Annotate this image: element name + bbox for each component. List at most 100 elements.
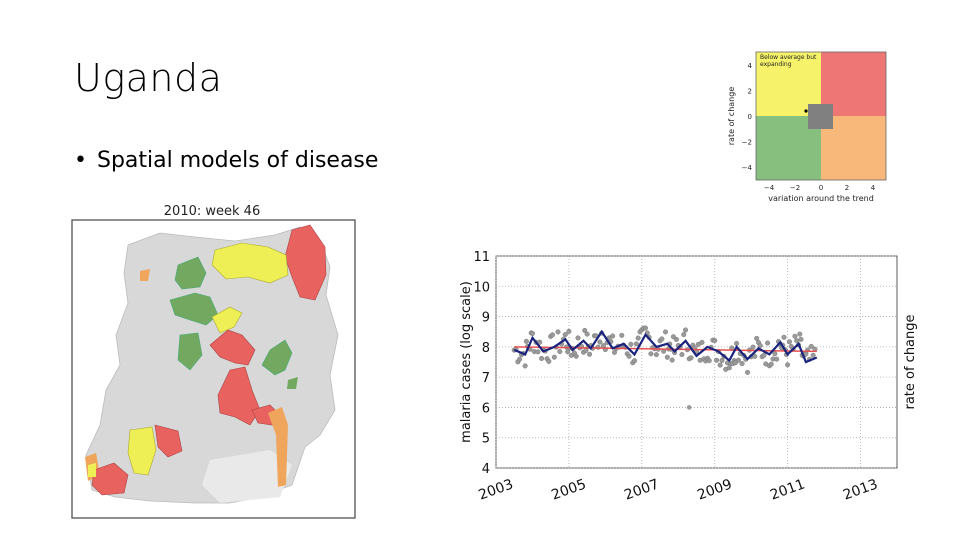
district-yellow-c xyxy=(211,306,243,334)
data-point xyxy=(584,331,590,337)
data-point xyxy=(808,343,814,349)
data-point xyxy=(765,340,771,346)
data-point xyxy=(653,352,659,358)
district-red-ne xyxy=(284,224,327,301)
y-tick-label: 7 xyxy=(482,371,490,386)
quadrant-marker xyxy=(808,104,833,129)
data-point xyxy=(754,335,760,341)
data-point xyxy=(628,341,634,347)
quadrant-frame xyxy=(755,51,887,181)
data-point xyxy=(610,333,616,339)
district-green-nw xyxy=(174,256,207,290)
data-point xyxy=(565,349,571,355)
trend-line xyxy=(514,346,817,353)
quadrant-xtick: 2 xyxy=(845,184,849,192)
district-red-c xyxy=(209,329,256,366)
data-point xyxy=(785,362,791,368)
data-point xyxy=(719,357,725,363)
data-point xyxy=(619,332,625,338)
y-tick-label: 10 xyxy=(473,280,490,295)
data-point xyxy=(768,361,774,367)
data-point xyxy=(555,329,561,335)
district-green-w xyxy=(169,292,219,326)
data-point xyxy=(717,362,723,368)
district-yellow-n xyxy=(211,242,289,284)
data-point xyxy=(551,354,557,360)
quadrant-label: Below average but expanding xyxy=(760,54,817,68)
plot-area xyxy=(495,255,898,469)
data-point xyxy=(522,363,528,369)
data-point xyxy=(582,327,588,333)
y-tick-label: 11 xyxy=(473,250,490,265)
data-point xyxy=(517,356,523,362)
data-point xyxy=(648,351,654,357)
quadrant-ytick: 0 xyxy=(748,113,752,121)
district-red-far-sw xyxy=(91,462,129,496)
data-point xyxy=(706,358,712,364)
data-point xyxy=(632,358,638,364)
y-tick-label: 5 xyxy=(482,432,490,447)
data-point xyxy=(752,353,758,359)
district-red-s xyxy=(217,366,261,426)
bullet-dot: • xyxy=(74,148,87,173)
district-orange-se xyxy=(268,407,288,487)
data-point xyxy=(523,338,529,344)
data-point xyxy=(712,338,718,344)
quadrant-ytick: 4 xyxy=(748,62,753,70)
data-point xyxy=(774,356,780,362)
district-green-e xyxy=(261,339,293,376)
quadrant-panel: Below average but expanding 4 2 0 −2 −4 −4 −2… xyxy=(722,44,900,206)
map-title: 2010: week 46 xyxy=(164,204,260,219)
uganda-map-panel: 2010: week 46 xyxy=(30,185,395,535)
data-point xyxy=(810,352,816,358)
district-red-sw xyxy=(154,424,183,458)
data-point xyxy=(681,332,687,338)
quadrant-ytick: −4 xyxy=(742,164,753,172)
lake-victoria xyxy=(202,450,292,503)
uganda-map: 2010: week 46 xyxy=(71,204,356,519)
quadrant-chart: Below average but expanding 4 2 0 −2 −4 −4 −2… xyxy=(727,51,887,203)
district-green-c xyxy=(177,332,203,371)
data-point xyxy=(626,353,632,359)
y-tick-label: 6 xyxy=(482,401,490,416)
quadrant-xlabel: variation around the trend xyxy=(768,194,874,203)
data-point xyxy=(686,405,692,410)
data-point xyxy=(537,339,543,345)
bullet-item: • Spatial models of disease xyxy=(74,148,378,173)
data-point xyxy=(635,335,641,341)
y-tick-label: 4 xyxy=(482,462,490,477)
data-point xyxy=(663,329,669,335)
district-green-small xyxy=(287,377,298,389)
quadrant-ylabel: rate of change xyxy=(727,87,736,146)
quadrant-xtick: 4 xyxy=(871,184,876,192)
quadrant-ytick: 2 xyxy=(748,87,752,95)
data-point xyxy=(633,341,639,347)
data-point xyxy=(669,357,675,363)
district-yellow-sw xyxy=(127,426,157,476)
data-point xyxy=(699,339,705,345)
slide-title: Uganda xyxy=(74,56,223,100)
data-point xyxy=(781,334,787,340)
data-point xyxy=(794,338,800,344)
data-point xyxy=(739,361,745,367)
data-point xyxy=(673,336,679,342)
data-point xyxy=(659,336,665,342)
quadrant-xtick: 0 xyxy=(819,184,823,192)
data-point xyxy=(550,332,556,338)
y-tick-label: 9 xyxy=(482,311,490,326)
quadrant-point xyxy=(804,109,808,113)
chart-ylabel: malaria cases (log scale) xyxy=(459,281,474,443)
data-point xyxy=(797,331,803,337)
data-point xyxy=(573,353,579,359)
quadrant-xtick: −2 xyxy=(790,184,800,192)
district-yellow-small xyxy=(88,463,96,477)
quadrant-xtick: −4 xyxy=(764,184,775,192)
data-point xyxy=(529,330,535,336)
district-orange-w xyxy=(140,269,150,281)
data-point xyxy=(798,336,804,342)
data-point xyxy=(772,351,778,357)
data-point xyxy=(734,340,740,346)
data-point xyxy=(546,358,552,364)
data-point xyxy=(792,333,798,339)
